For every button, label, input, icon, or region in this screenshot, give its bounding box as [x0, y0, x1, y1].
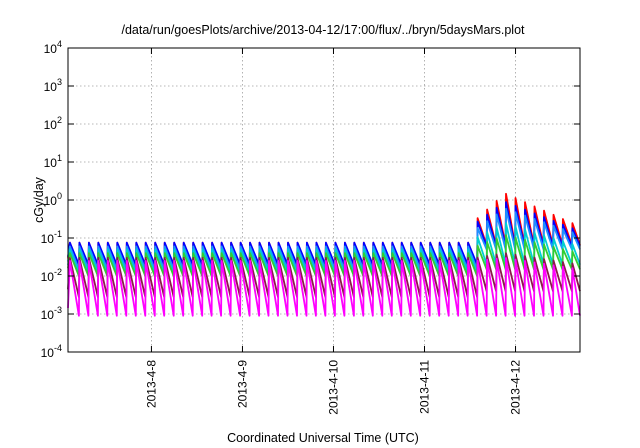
x-axis: 2013-4-8 2013-4-9 2013-4-10 2013-4-11 2013-4…: [144, 48, 523, 415]
x-tick-label: 2013-4-8: [144, 360, 158, 408]
x-axis-label: Coordinated Universal Time (UTC): [227, 431, 419, 445]
x-tick-label: 2013-4-9: [235, 360, 249, 408]
y-axis: 10-4 10-3 10-2 10-1 100 101 102 103 104: [41, 39, 580, 360]
y-tick-label: 100: [44, 191, 62, 208]
y-tick-label: 10-2: [41, 267, 62, 284]
x-tick-label: 2013-4-12: [509, 360, 523, 415]
y-axis-label: cGy/day: [32, 176, 46, 223]
series-line-7: [67, 257, 581, 317]
y-tick-label: 10-1: [41, 229, 62, 246]
y-tick-label: 104: [44, 39, 62, 56]
y-tick-label: 10-4: [41, 343, 62, 360]
y-tick-label: 101: [44, 153, 62, 170]
y-tick-label: 102: [44, 115, 62, 132]
x-tick-label: 2013-4-11: [418, 360, 432, 414]
series-layer: [67, 192, 581, 317]
x-tick-label: 2013-4-10: [326, 360, 340, 415]
y-tick-label: 103: [44, 77, 62, 94]
y-tick-label: 10-3: [41, 305, 62, 322]
chart-title: /data/run/goesPlots/archive/2013-04-12/1…: [121, 23, 525, 37]
